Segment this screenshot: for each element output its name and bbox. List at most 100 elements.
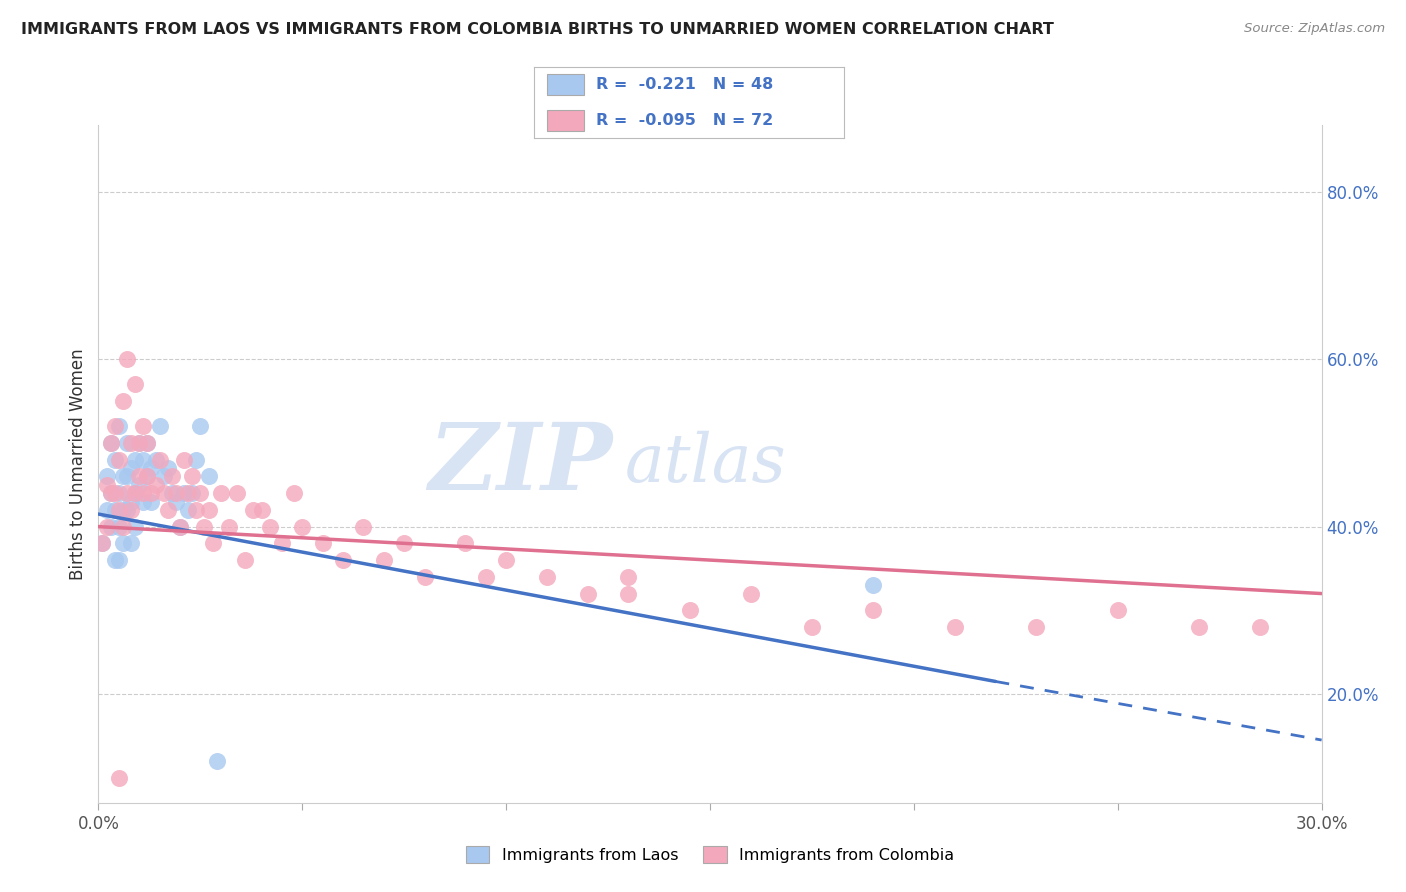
Point (165, 494, 187, 508)
Point (96, 477, 118, 491)
Point (128, 436, 150, 450)
Point (120, 461, 142, 475)
Point (141, 494, 163, 508)
Point (100, 486, 122, 500)
Point (160, 486, 183, 500)
Point (115, 352, 138, 367)
Point (120, 536, 142, 550)
Point (160, 469, 183, 483)
Point (115, 469, 138, 483)
Point (108, 771, 131, 785)
Point (188, 419, 212, 434)
Point (115, 503, 138, 517)
Point (111, 519, 134, 533)
Point (104, 486, 127, 500)
Y-axis label: Births to Unmarried Women: Births to Unmarried Women (69, 348, 87, 580)
Point (111, 469, 134, 483)
FancyBboxPatch shape (547, 74, 583, 95)
Point (801, 620, 824, 634)
Point (108, 452, 131, 467)
Point (188, 486, 212, 500)
Point (124, 452, 146, 467)
Point (169, 519, 191, 533)
Point (136, 469, 159, 483)
Point (124, 486, 146, 500)
Point (617, 586, 640, 600)
Point (392, 536, 416, 550)
Point (740, 586, 762, 600)
Point (108, 519, 131, 533)
Point (91, 536, 114, 550)
Point (132, 494, 155, 508)
Point (124, 519, 146, 533)
Point (177, 486, 200, 500)
Point (120, 494, 142, 508)
Point (128, 469, 150, 483)
Text: ZIP: ZIP (427, 419, 612, 508)
Legend: Immigrants from Laos, Immigrants from Colombia: Immigrants from Laos, Immigrants from Co… (460, 840, 960, 870)
Text: R =  -0.221   N = 48: R = -0.221 N = 48 (596, 78, 773, 92)
Point (145, 477, 167, 491)
Point (413, 570, 436, 584)
Point (104, 553, 127, 567)
Point (165, 486, 187, 500)
Point (197, 503, 219, 517)
Point (181, 486, 204, 500)
Point (536, 570, 558, 584)
Point (149, 452, 172, 467)
Point (242, 503, 264, 517)
Point (186, 503, 208, 517)
Point (100, 519, 122, 533)
Point (111, 536, 134, 550)
Text: Source: ZipAtlas.com: Source: ZipAtlas.com (1244, 22, 1385, 36)
Point (111, 503, 134, 517)
Point (124, 486, 146, 500)
Point (132, 486, 155, 500)
Point (576, 586, 599, 600)
Point (100, 486, 122, 500)
Point (145, 452, 167, 467)
Point (108, 553, 131, 567)
Point (495, 553, 517, 567)
Point (1107, 603, 1129, 617)
Text: IMMIGRANTS FROM LAOS VS IMMIGRANTS FROM COLOMBIA BIRTHS TO UNMARRIED WOMEN CORRE: IMMIGRANTS FROM LAOS VS IMMIGRANTS FROM … (21, 22, 1054, 37)
Point (124, 377, 146, 392)
Point (136, 436, 159, 450)
Point (291, 519, 314, 533)
Point (136, 436, 159, 450)
Point (156, 503, 179, 517)
Point (96, 469, 118, 483)
Point (120, 503, 142, 517)
Point (679, 603, 702, 617)
Point (218, 519, 240, 533)
Point (108, 486, 131, 500)
Point (141, 486, 163, 500)
Point (201, 536, 224, 550)
Point (205, 754, 228, 768)
Point (104, 503, 127, 517)
Point (149, 419, 172, 434)
Point (233, 553, 256, 567)
Point (1025, 620, 1047, 634)
FancyBboxPatch shape (547, 110, 583, 131)
Point (141, 461, 163, 475)
Point (104, 452, 127, 467)
Point (128, 477, 150, 491)
Point (177, 503, 200, 517)
Point (862, 578, 884, 592)
Text: R =  -0.095   N = 72: R = -0.095 N = 72 (596, 113, 773, 128)
Point (115, 486, 138, 500)
Point (312, 536, 335, 550)
Point (226, 486, 249, 500)
Point (156, 461, 179, 475)
Point (132, 452, 155, 467)
Point (373, 553, 395, 567)
Point (100, 436, 122, 450)
Point (197, 469, 219, 483)
Point (169, 519, 191, 533)
Point (332, 553, 354, 567)
Point (96, 519, 118, 533)
Point (108, 419, 131, 434)
Point (943, 620, 966, 634)
Point (152, 469, 174, 483)
